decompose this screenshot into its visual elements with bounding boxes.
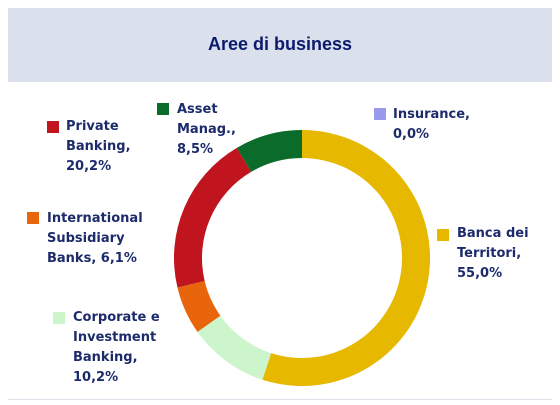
category-name: Corporate e Investment Banking, xyxy=(73,310,160,365)
category-name: Asset Manag., xyxy=(177,102,236,137)
category-name: Banca dei Territori, xyxy=(457,226,529,261)
value-label: 20,2% xyxy=(66,159,112,174)
donut-segment xyxy=(177,281,221,332)
chart-title: Aree di business xyxy=(207,34,353,54)
value-label: 0,0% xyxy=(393,127,430,142)
footer-line xyxy=(8,399,552,400)
category-name: International Subsidiary Banks, xyxy=(47,211,143,266)
legend-label: Private Banking, 20,2% xyxy=(66,117,151,177)
legend-swatch xyxy=(437,229,449,241)
legend-label: Asset Manag., 8,5% xyxy=(177,100,257,160)
legend-swatch xyxy=(374,108,386,120)
donut-segment xyxy=(174,147,252,288)
legend-label: Insurance, 0,0% xyxy=(393,105,483,145)
legend-swatch xyxy=(27,212,39,224)
donut-segment xyxy=(262,130,430,386)
value-label: 8,5% xyxy=(177,142,214,157)
legend-swatch xyxy=(53,312,65,324)
header-band xyxy=(8,8,552,82)
value-label: 10,2% xyxy=(73,370,119,385)
category-name: Insurance, xyxy=(393,107,470,122)
donut-segment xyxy=(236,130,302,172)
legend-swatch xyxy=(157,103,169,115)
category-name: Private Banking, xyxy=(66,119,131,154)
value-label: 6,1% xyxy=(100,251,137,266)
legend-label: Corporate e Investment Banking, 10,2% xyxy=(73,308,183,388)
donut-segment xyxy=(197,315,272,380)
legend-swatch xyxy=(47,121,59,133)
value-label: 55,0% xyxy=(457,266,503,281)
legend-label: Banca dei Territori, 55,0% xyxy=(457,224,552,284)
legend-label: International Subsidiary Banks, 6,1% xyxy=(47,209,157,269)
